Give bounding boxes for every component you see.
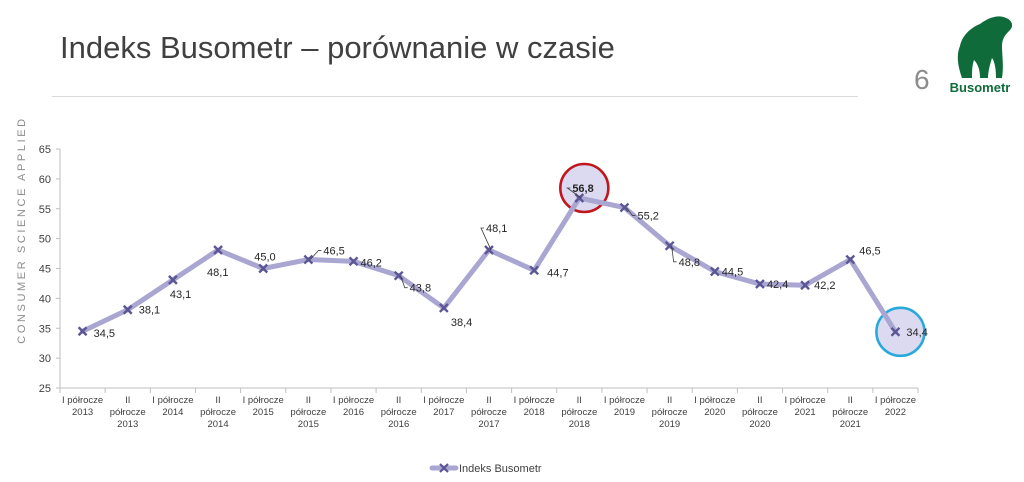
data-point-marker bbox=[168, 275, 178, 285]
data-label: 45,0 bbox=[254, 252, 275, 264]
data-point-marker bbox=[709, 266, 720, 277]
series-line bbox=[80, 195, 898, 335]
legend-marker bbox=[439, 463, 449, 473]
data-point-marker bbox=[484, 245, 494, 255]
data-label: 34,4 bbox=[906, 327, 927, 339]
series-layer bbox=[77, 162, 926, 358]
bear-icon bbox=[957, 16, 1013, 78]
data-label: 43,1 bbox=[170, 289, 191, 301]
data-label: 38,1 bbox=[139, 305, 160, 317]
y-tick-label: 50 bbox=[39, 234, 51, 246]
data-label: 56,8 bbox=[572, 183, 593, 195]
data-point-marker bbox=[755, 279, 765, 289]
title-divider bbox=[52, 96, 858, 97]
y-tick-label: 65 bbox=[39, 144, 51, 156]
data-point-marker bbox=[303, 254, 314, 265]
data-label: 46,5 bbox=[323, 246, 344, 258]
data-point-marker bbox=[529, 265, 540, 276]
busometr-logo: Busometr bbox=[950, 16, 1013, 95]
x-tick-label: I półrocze 2015 bbox=[243, 395, 284, 418]
x-tick-label: II półrocze 2013 bbox=[110, 395, 146, 430]
legend: Indeks Busometr bbox=[429, 463, 542, 475]
data-point-marker bbox=[890, 326, 901, 337]
y-tick-label: 45 bbox=[39, 264, 51, 276]
data-label-leader bbox=[480, 227, 492, 251]
data-point-marker bbox=[438, 303, 449, 313]
data-label: 46,2 bbox=[361, 257, 382, 269]
data-label-leader bbox=[626, 207, 636, 216]
x-tick-label: II półrocze 2020 bbox=[742, 395, 778, 430]
y-tick-label: 35 bbox=[39, 323, 51, 335]
data-label-leader bbox=[566, 187, 582, 199]
data-label: 42,4 bbox=[767, 279, 788, 291]
data-point-marker bbox=[800, 280, 810, 291]
y-tick-label: 40 bbox=[39, 293, 51, 305]
x-tick-label: I półrocze 2013 bbox=[62, 395, 103, 418]
data-label: 46,5 bbox=[859, 246, 880, 258]
x-tick-label: I półrocze 2020 bbox=[694, 395, 735, 418]
y-tick-label: 25 bbox=[39, 383, 51, 395]
data-point-marker bbox=[213, 245, 223, 255]
data-point-marker bbox=[122, 304, 133, 315]
slide-title: Indeks Busometr – porównanie w czasie bbox=[60, 30, 615, 65]
data-point-marker bbox=[258, 263, 269, 274]
data-point-marker bbox=[348, 256, 359, 267]
data-label: 48,8 bbox=[679, 257, 700, 269]
data-label: 44,5 bbox=[722, 266, 743, 278]
data-label-leader bbox=[400, 275, 408, 289]
data-label: 43,8 bbox=[410, 283, 431, 295]
x-tick-label: II półrocze 2018 bbox=[561, 395, 597, 430]
legend-label: Indeks Busometr bbox=[459, 463, 542, 475]
data-label-leader bbox=[310, 250, 322, 260]
x-tick-label: II półrocze 2014 bbox=[200, 395, 236, 430]
x-tick-label: II półrocze 2015 bbox=[290, 395, 326, 430]
x-tick-label: I półrocze 2019 bbox=[604, 395, 645, 418]
x-tick-label: I półrocze 2016 bbox=[333, 395, 374, 418]
data-label: 38,4 bbox=[451, 317, 472, 329]
x-tick-label: II półrocze 2016 bbox=[381, 395, 417, 430]
x-tick-label: I półrocze 2018 bbox=[514, 395, 555, 418]
x-tick-label: II półrocze 2021 bbox=[832, 395, 868, 430]
data-label: 34,5 bbox=[94, 328, 115, 340]
page-number: 6 bbox=[914, 64, 930, 95]
data-point-marker bbox=[619, 202, 630, 213]
data-label: 42,2 bbox=[814, 280, 835, 292]
y-tick-label: 55 bbox=[39, 204, 51, 216]
data-label: 48,1 bbox=[207, 267, 228, 279]
data-point-marker bbox=[77, 326, 88, 337]
data-label: 55,2 bbox=[637, 211, 658, 223]
x-tick-label: II półrocze 2019 bbox=[652, 395, 688, 430]
x-tick-label: I półrocze 2017 bbox=[423, 395, 464, 418]
x-tick-label: I półrocze 2021 bbox=[785, 395, 826, 418]
y-tick-label: 60 bbox=[39, 174, 51, 186]
data-labels: 34,5 38,1 43,1 48,1 45,0 46,5 46,2 43,8 38,4 48,1… bbox=[94, 183, 928, 340]
data-point-marker bbox=[845, 254, 856, 265]
axes: 25 30 35 40 45 50 55 60 65 I półrocze 2013 II półroc… bbox=[39, 144, 919, 430]
y-tick-label: 30 bbox=[39, 353, 51, 365]
x-tick-label: II półrocze 2017 bbox=[471, 395, 507, 430]
x-tick-label: I półrocze 2014 bbox=[152, 395, 193, 418]
data-point-marker bbox=[574, 193, 585, 203]
data-label: 48,1 bbox=[486, 223, 507, 235]
logo-text: Busometr bbox=[950, 80, 1011, 95]
x-tick-label: I półrocze 2022 bbox=[875, 395, 916, 418]
data-label-leader bbox=[671, 245, 677, 263]
data-label: 44,7 bbox=[547, 267, 568, 279]
